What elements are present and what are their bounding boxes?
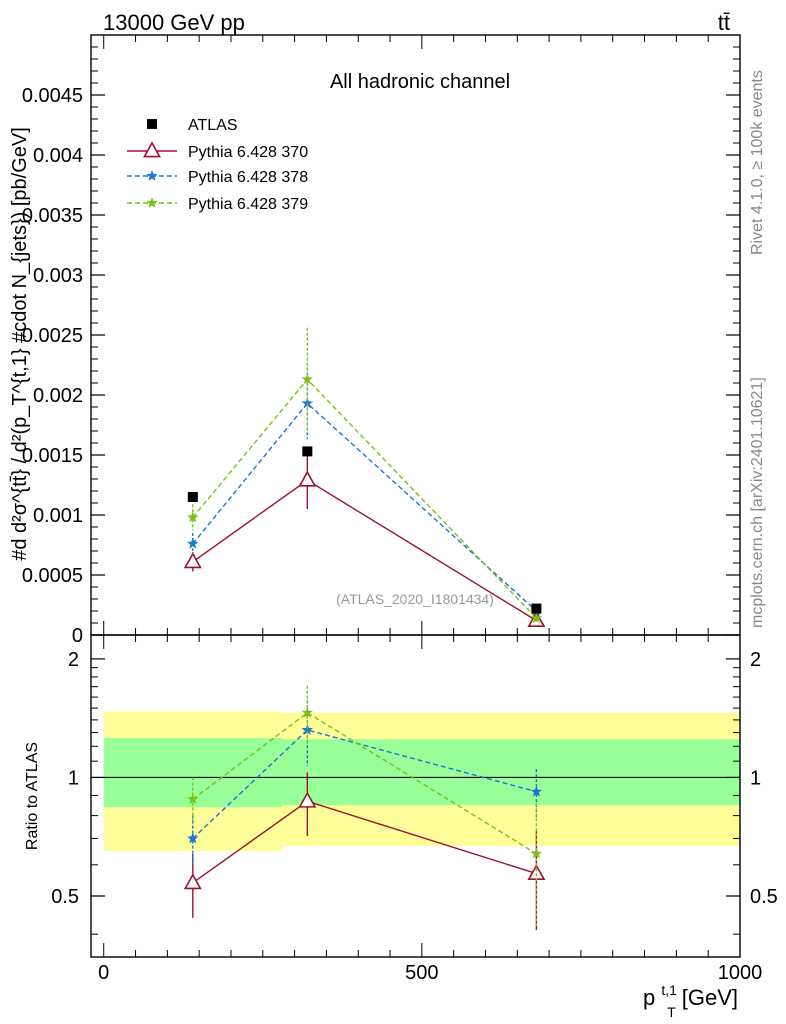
y-tick-label: 0.003 bbox=[33, 265, 83, 287]
y-tick-label: 0.0025 bbox=[22, 325, 83, 347]
x-axis-label-main: p bbox=[643, 985, 655, 1010]
series-line bbox=[192, 402, 537, 612]
legend-marker bbox=[146, 170, 158, 181]
ratio-y-tick-label: 0.5 bbox=[51, 886, 79, 908]
ratio-series-line bbox=[192, 711, 537, 855]
ratio-axis-ticks: 0.5 0.5 1 1 2 2 0 500 1000 bbox=[51, 635, 778, 984]
legend-marker bbox=[147, 119, 157, 129]
ratio-data-point bbox=[301, 706, 313, 718]
ratio-data-point bbox=[530, 847, 543, 859]
y-tick-label: 0.0015 bbox=[22, 445, 83, 467]
main-y-label: #d d²σ^{tt̄} / d²(p_T^{t,1} #cdot N_{jet… bbox=[9, 127, 31, 561]
mcplots-label: mcplots.cern.ch [arXiv:2401.10621] bbox=[749, 377, 766, 628]
y-tick-label: 0.001 bbox=[33, 505, 83, 527]
legend-label: Pythia 6.428 378 bbox=[188, 169, 308, 186]
ratio-bands bbox=[91, 711, 740, 852]
ratio-y-tick-label-right: 1 bbox=[750, 767, 761, 789]
data-point bbox=[187, 511, 199, 523]
x-axis-label-unit: [GeV] bbox=[682, 985, 738, 1010]
ratio-series-line bbox=[192, 729, 537, 839]
atlas-data-point bbox=[187, 492, 198, 502]
ratio-data-point bbox=[183, 873, 202, 890]
uncertainty-band-green bbox=[281, 739, 740, 806]
data-point bbox=[301, 373, 313, 385]
x-tick-label: 0 bbox=[98, 962, 109, 984]
ratio-data-point bbox=[530, 785, 543, 797]
watermark: (ATLAS_2020_I1801434) bbox=[336, 591, 494, 607]
x-axis-label-sup: t,1 bbox=[661, 982, 677, 998]
ratio-y-tick-label-right: 2 bbox=[750, 649, 761, 671]
ratio-panel-frame bbox=[90, 634, 741, 958]
y-tick-label: 0.004 bbox=[33, 145, 83, 167]
y-tick-label: 0.002 bbox=[33, 385, 83, 407]
main-series-layer bbox=[183, 327, 546, 627]
ratio-data-point bbox=[187, 832, 199, 844]
atlas-data-point bbox=[531, 603, 542, 614]
legend-label: Pythia 6.428 370 bbox=[188, 144, 308, 161]
ratio-y-label: Ratio to ATLAS bbox=[24, 742, 41, 850]
y-tick-label: 0.0045 bbox=[22, 85, 83, 107]
y-tick-label: 0 bbox=[72, 625, 83, 647]
ratio-data-point bbox=[298, 791, 317, 808]
ratio-y-tick-label-right: 0.5 bbox=[750, 886, 778, 908]
legend-label: Pythia 6.428 379 bbox=[188, 196, 308, 213]
legend: ATLAS Pythia 6.428 370 Pythia 6.428 378 Pyt… bbox=[127, 117, 308, 213]
ratio-data-point bbox=[187, 793, 199, 805]
legend-marker bbox=[143, 141, 161, 158]
x-tick-label: 500 bbox=[405, 962, 438, 984]
data-point bbox=[298, 470, 317, 487]
main-title: All hadronic channel bbox=[330, 71, 510, 93]
ratio-y-tick-label: 2 bbox=[68, 649, 79, 671]
atlas-data-point bbox=[302, 446, 313, 457]
data-point bbox=[530, 612, 543, 624]
header-right: tt̄ bbox=[718, 10, 730, 35]
data-point bbox=[187, 537, 199, 549]
x-tick-label: 1000 bbox=[718, 962, 763, 984]
ratio-y-tick-label: 1 bbox=[68, 767, 79, 789]
x-axis-label-sub: T bbox=[667, 1004, 676, 1020]
header-left: 13000 GeV pp bbox=[103, 10, 245, 35]
y-tick-label: 0.0005 bbox=[22, 565, 83, 587]
y-tick-label: 0.0035 bbox=[22, 205, 83, 227]
series-line bbox=[192, 378, 537, 619]
ratio-series-layer bbox=[183, 685, 546, 930]
main-y-axis-ticks: 0 0.0005 0.001 0.0015 0.002 0.0025 0.003 0.0035… bbox=[22, 34, 741, 647]
x-axis-label: p t,1 T [GeV] bbox=[643, 975, 738, 1022]
legend-marker bbox=[146, 197, 158, 208]
ratio-data-point bbox=[301, 724, 313, 735]
data-point bbox=[183, 552, 202, 569]
legend-label: ATLAS bbox=[188, 117, 238, 134]
rivet-label: Rivet 4.1.0, ≥ 100k events bbox=[749, 70, 766, 255]
